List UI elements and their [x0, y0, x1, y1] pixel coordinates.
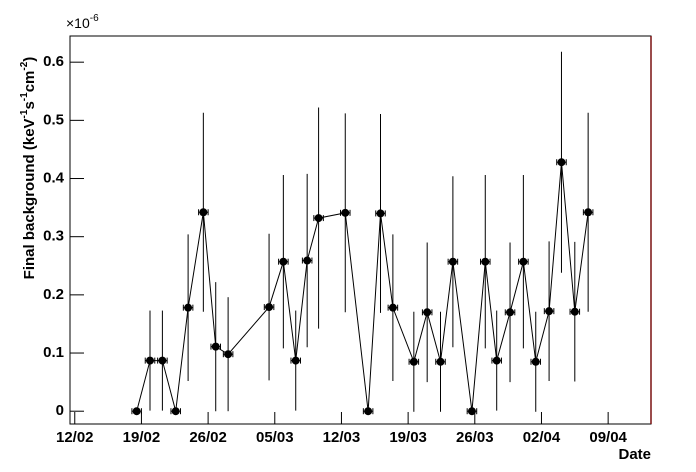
point [211, 342, 220, 351]
point [146, 356, 155, 365]
y-label-part: ) [21, 57, 38, 62]
point [584, 208, 593, 217]
point [388, 303, 397, 312]
point [224, 350, 233, 359]
x-tick-label: 05/03 [256, 429, 294, 446]
point [376, 209, 385, 218]
y-multiplier: ×10-6 [66, 13, 99, 31]
point [341, 208, 350, 217]
x-tick-label: 19/03 [389, 429, 427, 446]
point [291, 356, 300, 365]
point [557, 158, 566, 167]
point [448, 257, 457, 266]
plot-frame [69, 35, 652, 425]
y-label-exp: -1 [19, 109, 30, 118]
x-tick-label: 26/03 [456, 429, 494, 446]
y-tick-label: 0.5 [43, 111, 64, 128]
y-tick-label: 0.6 [43, 53, 64, 70]
point [531, 357, 540, 366]
y-multiplier-exp: -6 [90, 13, 99, 24]
point [570, 307, 579, 316]
y-label-part: cm [21, 71, 38, 93]
y-label-exp: -1 [19, 92, 30, 101]
x-tick-label: 19/02 [123, 429, 161, 446]
y-tick-label: 0 [56, 402, 64, 419]
y-tick-label: 0.1 [43, 344, 64, 361]
point [158, 356, 167, 365]
point [184, 303, 193, 312]
point [265, 303, 274, 312]
y-label-part: s [21, 101, 38, 109]
point [467, 407, 476, 416]
x-axis-label: Date [618, 446, 651, 463]
point [199, 208, 208, 217]
point [545, 307, 554, 316]
x-tick-label: 12/03 [323, 429, 361, 446]
point [409, 357, 418, 366]
point [171, 407, 180, 416]
y-multiplier-base: ×10 [66, 15, 90, 31]
point [132, 407, 141, 416]
y-tick-label: 0.3 [43, 228, 64, 245]
x-tick-label: 09/04 [589, 429, 627, 446]
y-tick-label: 0.4 [43, 169, 65, 186]
point [481, 257, 490, 266]
y-label-part: Final background (keV [21, 118, 38, 279]
point [492, 356, 501, 365]
point [314, 214, 323, 223]
y-axis-label: Final background (keV-1s-1cm-2) [19, 57, 38, 280]
point [364, 407, 373, 416]
point [279, 257, 288, 266]
y-label-exp: -2 [19, 61, 30, 70]
x-tick-label: 12/02 [56, 429, 94, 446]
x-tick-label: 26/02 [189, 429, 227, 446]
y-tick-label: 0.2 [43, 286, 64, 303]
x-tick-label: 02/04 [523, 429, 561, 446]
point [303, 256, 312, 265]
point [436, 357, 445, 366]
data-line [136, 162, 589, 412]
point [519, 257, 528, 266]
point [423, 308, 432, 317]
point [506, 308, 515, 317]
